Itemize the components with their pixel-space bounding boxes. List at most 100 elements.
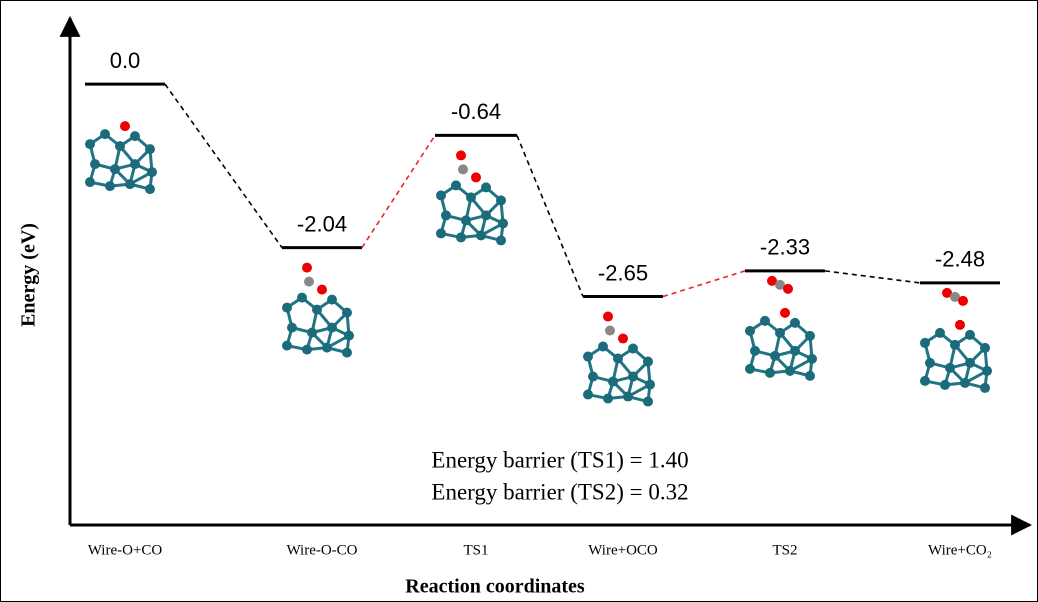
atom — [598, 342, 608, 352]
connector — [663, 271, 745, 297]
x-tick-label: Wire-O+CO — [88, 542, 163, 558]
atom — [805, 371, 815, 381]
atom — [471, 172, 481, 182]
atom — [745, 364, 755, 374]
atom — [147, 167, 157, 177]
atom — [85, 177, 95, 187]
atom — [461, 215, 471, 225]
atom — [583, 390, 593, 400]
value-label: 0.0 — [110, 48, 141, 73]
atom — [115, 141, 125, 151]
atom — [145, 144, 155, 154]
atom — [583, 352, 593, 362]
y-axis-title: Energy (eV) — [18, 223, 40, 327]
atom — [613, 354, 623, 364]
atom — [436, 190, 446, 200]
connector — [165, 84, 282, 248]
atom — [955, 320, 965, 330]
connector — [362, 135, 435, 247]
atom — [790, 346, 800, 356]
atom — [645, 380, 655, 390]
atom — [456, 232, 466, 242]
atom — [920, 376, 930, 386]
atom — [807, 354, 817, 364]
value-label: -2.04 — [297, 211, 347, 236]
atom — [628, 372, 638, 382]
atom — [628, 344, 638, 354]
atom — [780, 308, 790, 318]
x-axis-title: Reaction coordinates — [405, 576, 585, 598]
atom — [456, 150, 466, 160]
atom — [327, 323, 337, 333]
atom — [605, 326, 615, 336]
atom — [282, 303, 292, 313]
value-label: -2.65 — [598, 260, 648, 285]
atom — [745, 326, 755, 336]
value-label: -0.64 — [451, 99, 501, 124]
atom — [643, 357, 653, 367]
atom — [317, 285, 327, 295]
chart: Energy (eV) Reaction coordinates Energy … — [0, 0, 1038, 602]
atom — [476, 230, 486, 240]
atom — [120, 121, 130, 131]
atom — [327, 295, 337, 305]
atom — [481, 182, 491, 192]
atom — [643, 397, 653, 407]
atom — [342, 308, 352, 318]
atom — [603, 394, 613, 404]
atom — [466, 192, 476, 202]
atom — [451, 180, 461, 190]
atom — [297, 293, 307, 303]
atom — [925, 358, 935, 368]
atom — [304, 277, 314, 287]
atom — [805, 331, 815, 341]
atom — [312, 305, 322, 315]
atom — [965, 330, 975, 340]
annotation: Energy barrier (TS1) = 1.40 — [431, 447, 688, 472]
atom — [775, 328, 785, 338]
frame — [1, 1, 1038, 602]
atom — [920, 338, 930, 348]
atom — [765, 368, 775, 378]
atom — [342, 348, 352, 358]
atom — [945, 363, 955, 373]
atom — [623, 392, 633, 402]
atom — [90, 159, 100, 169]
x-tick-label: TS1 — [463, 542, 488, 558]
atom — [344, 331, 354, 341]
atom — [950, 340, 960, 350]
atom — [481, 210, 491, 220]
atom — [588, 372, 598, 382]
x-tick-label: Wire+CO₂ — [928, 542, 992, 558]
atom — [287, 323, 297, 333]
x-tick-label: TS2 — [772, 542, 797, 558]
atom — [960, 378, 970, 388]
page: {"chart_data": { "type": "energy-profile… — [0, 0, 1038, 602]
x-tick-label: Wire+OCO — [588, 542, 658, 558]
atom — [618, 334, 628, 344]
atom — [760, 316, 770, 326]
atom — [750, 346, 760, 356]
atom — [498, 218, 508, 228]
atom — [130, 159, 140, 169]
atom — [980, 343, 990, 353]
connector — [517, 135, 583, 296]
atom — [130, 131, 140, 141]
atom — [958, 296, 968, 306]
atom — [608, 377, 618, 387]
atom — [282, 341, 292, 351]
atom — [770, 351, 780, 361]
atom — [441, 210, 451, 220]
atom — [496, 195, 506, 205]
atom — [496, 235, 506, 245]
atom — [302, 263, 312, 273]
atom — [935, 328, 945, 338]
atom — [965, 358, 975, 368]
atom — [125, 179, 135, 189]
atom — [783, 284, 793, 294]
atom — [110, 164, 120, 174]
atom — [322, 343, 332, 353]
atom — [940, 380, 950, 390]
atom — [785, 366, 795, 376]
atom — [982, 366, 992, 376]
